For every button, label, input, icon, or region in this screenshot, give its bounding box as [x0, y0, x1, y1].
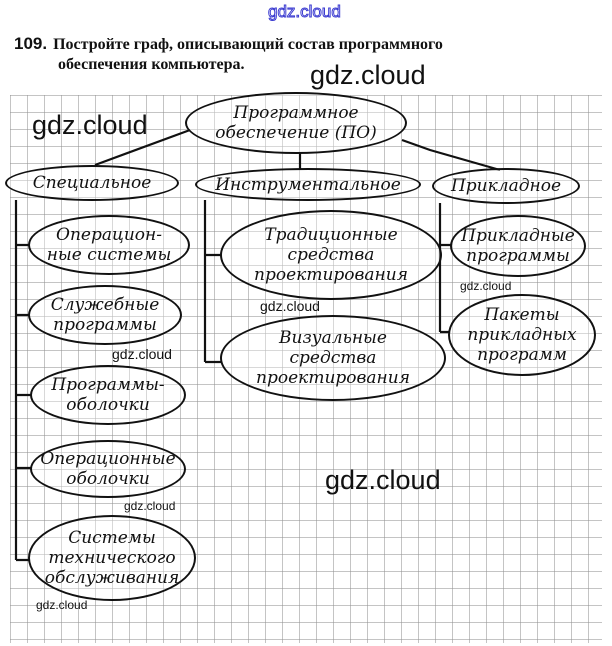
node-text: Системы: [68, 528, 156, 548]
node-text: обеспечение (ПО): [215, 123, 377, 143]
node-shell-programs: Программы-оболочки: [30, 365, 186, 425]
node-applied: Прикладное: [432, 168, 580, 204]
node-text: технического: [48, 548, 176, 568]
task-line-1: Постройте граф, описывающий состав прогр…: [53, 36, 443, 53]
node-text: средства: [289, 348, 377, 368]
node-text: Программное: [233, 103, 359, 123]
node-visual-design-tools: Визуальные средства проектирования: [220, 315, 446, 401]
node-root: Программное обеспечение (ПО): [185, 92, 407, 154]
watermark: gdz.cloud: [310, 60, 426, 90]
node-text: обслуживания: [44, 568, 180, 588]
node-text: программы: [466, 246, 570, 266]
node-os-shells: Операционные оболочки: [30, 440, 186, 498]
node-text: Операционные: [40, 449, 176, 469]
node-text: Программы-: [51, 375, 165, 395]
task-text: 109. Постройте граф, описывающий состав п…: [14, 34, 604, 75]
node-text: Пакеты: [484, 305, 560, 325]
node-maintenance-systems: Системы технического обслуживания: [28, 515, 196, 601]
watermark: gdz.cloud: [36, 598, 88, 612]
watermark: gdz.cloud: [260, 298, 320, 314]
node-text: средства: [287, 245, 375, 265]
watermark: gdz.cloud: [32, 110, 148, 140]
watermark: gdz.cloud: [112, 346, 172, 362]
node-text: прикладных: [467, 325, 577, 345]
node-text: Визуальные: [279, 328, 387, 348]
watermark: gdz.cloud: [460, 279, 512, 293]
node-instrumental: Инструментальное: [195, 168, 421, 201]
node-application-programs: Прикладные программы: [450, 215, 586, 277]
node-text: оболочки: [66, 469, 150, 489]
task-line-2: обеспечения компьютера.: [58, 56, 245, 73]
watermark: gdz.cloud: [325, 465, 441, 495]
node-text: Операцион-: [56, 225, 162, 245]
node-text: Традиционные: [264, 225, 398, 245]
watermark: gdz.cloud: [268, 2, 342, 22]
node-text: ные системы: [46, 245, 172, 265]
node-text: проектирования: [254, 265, 408, 285]
node-utility-programs: Служебные программы: [28, 285, 182, 345]
node-text: Прикладные: [461, 226, 575, 246]
node-text: программы: [53, 315, 157, 335]
node-text: Специальное: [32, 173, 152, 193]
node-application-packages: Пакеты прикладных программ: [448, 294, 596, 376]
node-text: Служебные: [50, 295, 160, 315]
node-text: Инструментальное: [215, 174, 401, 195]
task-number: 109.: [14, 34, 48, 53]
node-special: Специальное: [5, 165, 179, 201]
node-text: проектирования: [256, 368, 410, 388]
node-operating-systems: Операцион-ные системы: [28, 215, 190, 275]
watermark: gdz.cloud: [124, 499, 176, 513]
node-text: Прикладное: [450, 176, 562, 196]
node-traditional-design-tools: Традиционные средства проектирования: [220, 210, 442, 300]
edge-root-special: [94, 128, 191, 167]
edge-root-applied: [401, 138, 501, 172]
node-text: программ: [477, 345, 567, 365]
node-text: оболочки: [66, 395, 150, 415]
